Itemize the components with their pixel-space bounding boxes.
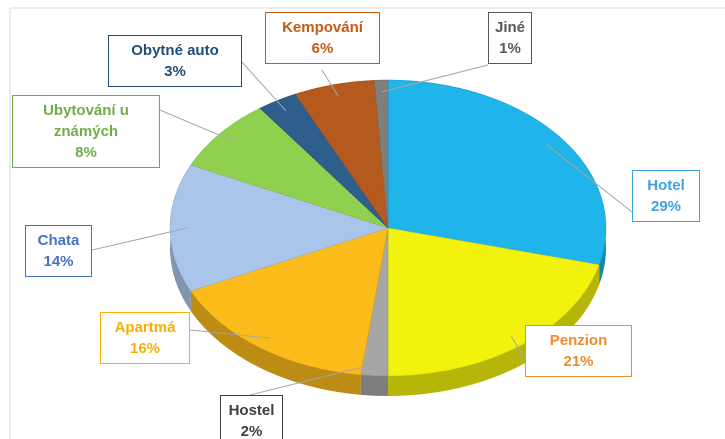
category-label: Apartmá: [114, 319, 176, 336]
slice: [387, 79, 607, 266]
data-label: Hotel 29%: [632, 170, 700, 222]
leader-line: [249, 363, 376, 396]
leader-line: [546, 144, 633, 213]
leader-line: [189, 329, 271, 339]
value-label: 21%: [563, 353, 594, 370]
category-label: Ubytování u známých: [43, 102, 129, 140]
data-label: Jiné 1%: [488, 12, 532, 64]
leader-line: [510, 335, 526, 361]
value-label: 1%: [499, 40, 521, 57]
category-label: Chata: [37, 232, 80, 249]
leader-line: [91, 227, 188, 251]
category-label: Hotel: [647, 177, 685, 194]
value-label: 14%: [43, 253, 74, 270]
category-label: Penzion: [549, 332, 608, 349]
data-label: Apartmá 16%: [100, 312, 190, 364]
data-label: Kempování 6%: [265, 12, 380, 64]
data-label: Hostel 2%: [220, 395, 283, 439]
category-label: Hostel: [228, 402, 275, 419]
data-label: Chata 14%: [25, 225, 92, 277]
slice: [169, 164, 389, 292]
value-label: 3%: [164, 63, 186, 80]
slice: [387, 227, 600, 377]
value-label: 29%: [650, 198, 682, 215]
value-label: 8%: [75, 144, 97, 161]
leader-line: [159, 109, 234, 142]
leader-line: [381, 64, 489, 93]
value-label: 2%: [240, 423, 263, 439]
leader-line: [321, 69, 339, 97]
category-label: Jiné: [495, 19, 526, 36]
leader-line: [241, 61, 287, 112]
category-label: Kempování: [282, 19, 363, 36]
slice: [190, 107, 389, 229]
category-label: Obytné auto: [131, 42, 219, 59]
slice-side: [360, 374, 388, 396]
slice-side: [190, 291, 361, 395]
data-label: Ubytování u známých 8%: [12, 95, 160, 168]
data-label: Obytné auto 3%: [108, 35, 242, 87]
data-label: Penzion 21%: [525, 325, 632, 377]
slice: [374, 79, 389, 229]
value-label: 16%: [129, 340, 161, 357]
value-label: 6%: [311, 40, 334, 57]
